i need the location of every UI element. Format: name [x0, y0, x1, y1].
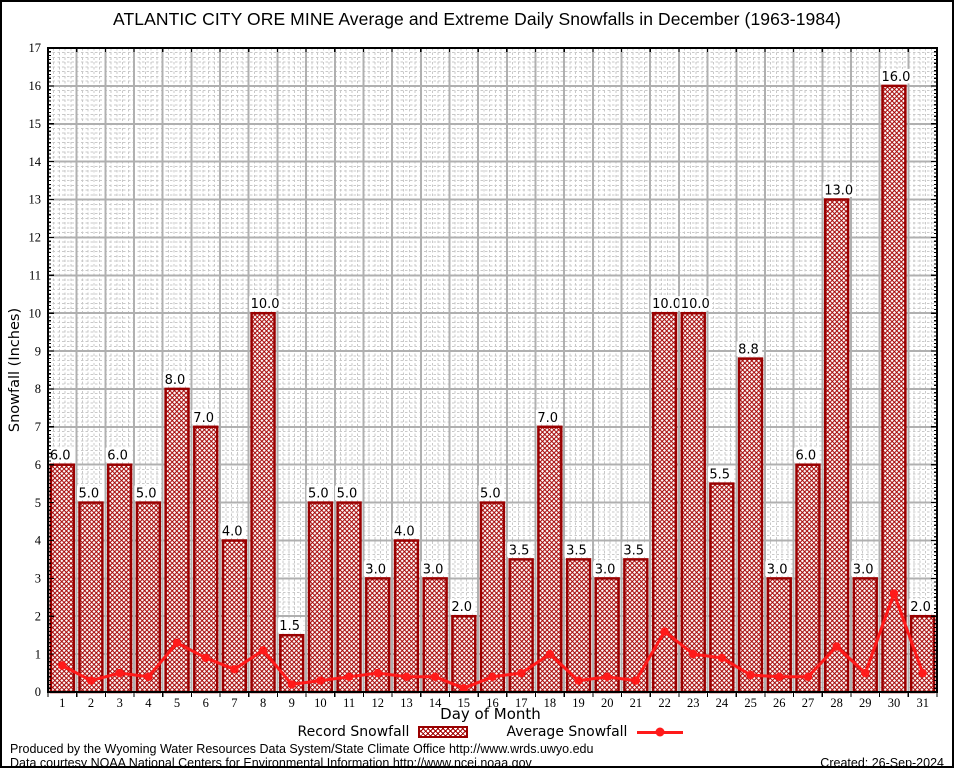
- svg-text:29: 29: [859, 696, 872, 710]
- svg-text:3.5: 3.5: [623, 543, 644, 558]
- chart-legend: Record Snowfall Average Snowfall: [46, 724, 935, 740]
- svg-text:3.0: 3.0: [423, 562, 444, 577]
- svg-text:10.0: 10.0: [251, 297, 280, 312]
- svg-text:20: 20: [601, 696, 614, 710]
- svg-text:6.0: 6.0: [796, 449, 817, 464]
- svg-text:10: 10: [314, 696, 327, 710]
- svg-text:5.5: 5.5: [709, 468, 730, 483]
- average-snowfall-line-icon: [637, 727, 684, 737]
- svg-text:5.0: 5.0: [480, 487, 501, 502]
- svg-text:11: 11: [343, 696, 355, 710]
- svg-text:6.0: 6.0: [107, 449, 128, 464]
- svg-text:13: 13: [400, 696, 413, 710]
- svg-text:4.0: 4.0: [394, 525, 415, 540]
- svg-text:3.5: 3.5: [509, 543, 530, 558]
- svg-text:25: 25: [744, 696, 757, 710]
- svg-text:9: 9: [289, 696, 295, 710]
- svg-text:2: 2: [35, 609, 41, 623]
- svg-text:5: 5: [174, 696, 180, 710]
- svg-text:24: 24: [716, 696, 729, 710]
- footer-data-courtesy: Data courtesy NOAA National Centers for …: [10, 756, 532, 768]
- svg-text:8.8: 8.8: [738, 343, 759, 358]
- x-axis-label: Day of Month: [440, 705, 541, 723]
- svg-text:4.0: 4.0: [222, 525, 243, 540]
- svg-text:30: 30: [888, 696, 901, 710]
- svg-text:11: 11: [29, 269, 41, 283]
- legend-label-average-snowfall: Average Snowfall: [506, 724, 628, 740]
- svg-text:16: 16: [29, 79, 42, 93]
- svg-text:8: 8: [35, 382, 41, 396]
- svg-text:22: 22: [658, 696, 671, 710]
- svg-text:31: 31: [916, 696, 929, 710]
- svg-text:14: 14: [29, 155, 42, 169]
- svg-text:4: 4: [145, 696, 152, 710]
- svg-text:5.0: 5.0: [337, 487, 358, 502]
- footer-produced-by: Produced by the Wyoming Water Resources …: [10, 742, 594, 756]
- svg-text:9: 9: [35, 344, 41, 358]
- svg-text:3: 3: [117, 696, 123, 710]
- line-marker-dot-icon: [655, 727, 665, 737]
- svg-text:16: 16: [486, 696, 499, 710]
- chart-title: ATLANTIC CITY ORE MINE Average and Extre…: [113, 9, 841, 29]
- svg-text:17: 17: [515, 696, 528, 710]
- footer-created-date: Created: 26-Sep-2024: [820, 756, 944, 768]
- svg-text:0: 0: [35, 685, 41, 699]
- svg-text:1.5: 1.5: [279, 619, 300, 634]
- svg-text:27: 27: [802, 696, 815, 710]
- y-axis-label: Snowfall (Inches): [7, 307, 23, 433]
- svg-text:2: 2: [88, 696, 94, 710]
- svg-text:5: 5: [35, 496, 41, 510]
- svg-text:3: 3: [35, 572, 41, 586]
- svg-text:1: 1: [35, 647, 41, 661]
- svg-text:15: 15: [458, 696, 471, 710]
- svg-text:5.0: 5.0: [308, 487, 329, 502]
- svg-text:10: 10: [29, 306, 42, 320]
- svg-text:15: 15: [29, 117, 42, 131]
- svg-text:7: 7: [231, 696, 237, 710]
- legend-label-record-snowfall: Record Snowfall: [297, 724, 410, 740]
- svg-text:14: 14: [429, 696, 442, 710]
- svg-text:7: 7: [35, 420, 41, 434]
- svg-text:28: 28: [830, 696, 843, 710]
- svg-text:3.0: 3.0: [365, 562, 386, 577]
- svg-text:13: 13: [29, 193, 42, 207]
- record-snowfall-swatch-icon: [418, 726, 469, 738]
- svg-text:3.0: 3.0: [595, 562, 616, 577]
- svg-text:4: 4: [35, 534, 42, 548]
- svg-text:21: 21: [630, 696, 643, 710]
- svg-text:5.0: 5.0: [136, 487, 157, 502]
- svg-text:6.0: 6.0: [50, 449, 71, 464]
- svg-text:19: 19: [572, 696, 585, 710]
- svg-text:10.0: 10.0: [681, 297, 710, 312]
- svg-text:17: 17: [29, 41, 42, 55]
- svg-text:3.0: 3.0: [767, 562, 788, 577]
- svg-text:8.0: 8.0: [165, 373, 186, 388]
- svg-text:2.0: 2.0: [910, 600, 931, 615]
- svg-text:5.0: 5.0: [79, 487, 100, 502]
- svg-text:6: 6: [203, 696, 209, 710]
- svg-text:16.0: 16.0: [882, 70, 911, 85]
- svg-text:8: 8: [260, 696, 266, 710]
- svg-text:7.0: 7.0: [537, 411, 558, 426]
- svg-text:12: 12: [372, 696, 385, 710]
- svg-text:7.0: 7.0: [193, 411, 214, 426]
- svg-text:23: 23: [687, 696, 700, 710]
- svg-text:6: 6: [35, 458, 41, 472]
- svg-text:3.0: 3.0: [853, 562, 874, 577]
- svg-text:26: 26: [773, 696, 786, 710]
- svg-text:12: 12: [29, 231, 42, 245]
- svg-text:10.0: 10.0: [652, 297, 681, 312]
- svg-text:2.0: 2.0: [451, 600, 472, 615]
- svg-text:1: 1: [59, 696, 65, 710]
- svg-text:3.5: 3.5: [566, 543, 587, 558]
- svg-text:13.0: 13.0: [824, 184, 853, 199]
- svg-text:18: 18: [544, 696, 557, 710]
